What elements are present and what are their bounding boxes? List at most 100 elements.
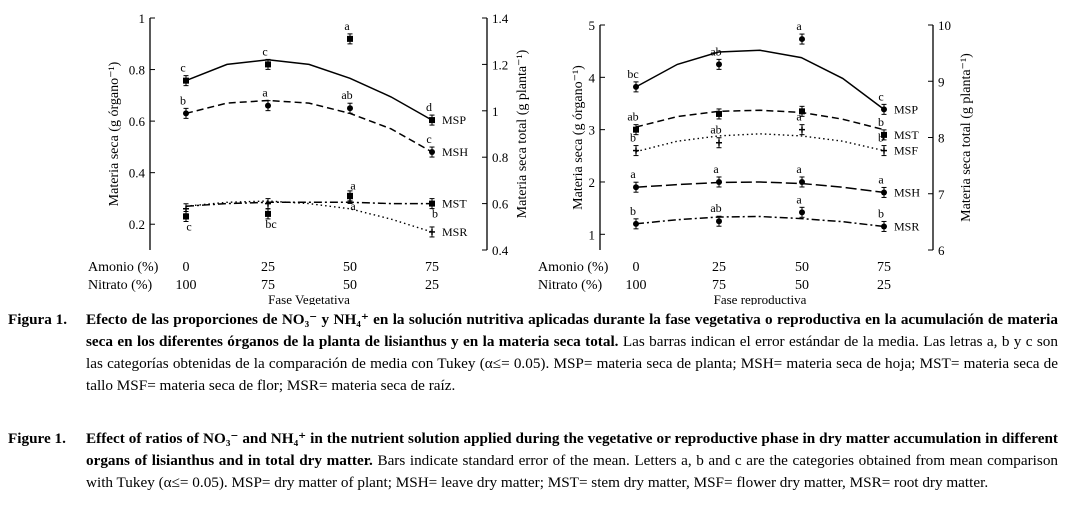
p2-right-tick-label: 10 (938, 18, 951, 33)
p2-right-tick-label: 6 (938, 243, 945, 258)
p1-right-tick-label: 0.4 (492, 243, 509, 258)
figure: 0.2 0.4 0.6 0.8 1 0.4 0.6 0.8 1 1.2 1.4 Materia sec… (88, 11, 974, 305)
p1-right-tick-label: 0.6 (492, 197, 509, 212)
p1-amonio-tick: 50 (343, 260, 357, 275)
p1-nitrato-tick: 100 (176, 278, 197, 293)
p1-left-tick-label: 0.6 (129, 114, 146, 129)
p1-ylabel-right: Materia seca total (g planta⁻¹) (515, 49, 530, 218)
p2-tukey-letter: b (630, 204, 636, 218)
p2-tukey-letter: ab (710, 44, 721, 58)
p2-nitrato-tick: 25 (877, 278, 891, 293)
p1-fit-line-msh (185, 99, 433, 153)
p2-marker-msr (633, 220, 639, 227)
p1-tukey-letter: b (180, 93, 186, 107)
p1-left-tick-label: 0.4 (129, 166, 146, 181)
p1-tukey-letter: a (262, 86, 268, 100)
p2-series-label-msh: MSH (894, 185, 920, 199)
p2-ylabel-left: Materia seca (g órgano⁻¹) (571, 65, 586, 210)
caption-spanish: Figura 1. Efecto de las proporciones de … (8, 309, 1058, 397)
p2-tukey-letter: ab (710, 123, 721, 137)
p1-xlabel: Fase Vegetativa (268, 292, 350, 305)
p2-left-tick-label: 5 (589, 18, 596, 33)
p1-right-tick-label: 1.4 (492, 11, 509, 26)
p2-tukey-letter: b (878, 131, 884, 145)
p2-nitrato-tick: 50 (795, 278, 809, 293)
p2-tukey-letter: a (878, 172, 884, 186)
p1-marker-mst (183, 213, 189, 220)
p1-marker-msh (265, 102, 271, 109)
p1-left-tick-label: 0.8 (129, 63, 145, 78)
p1-amonio-tick: 0 (183, 260, 190, 275)
p2-tukey-letter: c (878, 89, 883, 103)
p2-fit-line-msp (635, 49, 885, 110)
p2-marker-msh (633, 184, 639, 191)
p2-nitrato-tick: 100 (626, 278, 647, 293)
p2-marker-msh (716, 178, 722, 185)
p2-tukey-letter: a (796, 110, 802, 124)
p2-amonio-tick: 50 (795, 260, 809, 275)
caption-en-text: Bars indicate standard error of the mean… (86, 452, 1059, 491)
p2-amonio-tick: 0 (633, 260, 640, 275)
p1-marker-msh (183, 110, 189, 117)
p1-marker-msh (429, 149, 435, 156)
p1-series-label-msh: MSH (442, 145, 468, 159)
p2-marker-msp (881, 106, 887, 113)
p2-amonio-tick: 25 (712, 260, 726, 275)
p1-marker-msp (265, 61, 271, 68)
p1-amonio-tick: 75 (425, 260, 439, 275)
p1-amonio-tick: 25 (261, 260, 275, 275)
p2-left-tick-label: 3 (589, 123, 596, 138)
p2-nitrato-tick: 75 (712, 278, 726, 293)
p1-right-tick-label: 1.2 (492, 57, 508, 72)
p2-amonio-label: Amonio (%) (538, 260, 609, 275)
p2-marker-mst (633, 126, 639, 133)
p2-tukey-letter: b (878, 206, 884, 220)
p2-marker-msh (881, 189, 887, 196)
p2-tukey-letter: b (630, 131, 636, 145)
p1-marker-msp (429, 117, 435, 124)
p2-left-tick-label: 2 (589, 175, 596, 190)
p1-amonio-label: Amonio (%) (88, 260, 159, 275)
caption-es-label: Figura 1. (8, 311, 68, 328)
p2-tukey-letter: bc (627, 67, 638, 81)
p2-xlabel: Fase reproductiva (714, 292, 807, 305)
p2-amonio-tick: 75 (877, 260, 891, 275)
p1-tukey-letter: ab (341, 88, 352, 102)
p2-marker-msp (716, 61, 722, 68)
p2-marker-msp (799, 36, 805, 43)
p1-fit-line-msp (185, 59, 433, 121)
p1-series-label-msp: MSP (442, 113, 466, 127)
p1-series-label-msr: MSR (442, 225, 467, 239)
p1-tukey-letter: c (426, 132, 431, 146)
p2-fit-line-mst (635, 109, 885, 131)
p2-left-tick-label: 4 (589, 70, 596, 85)
p1-fit-line-msr (185, 200, 433, 233)
p1-marker-msp (347, 35, 353, 42)
p2-marker-msp (633, 83, 639, 90)
p2-tukey-letter: a (630, 167, 636, 181)
p1-marker-mst (429, 200, 435, 207)
p2-tukey-letter: a (796, 19, 802, 33)
caption-en-label: Figure 1. (8, 430, 66, 447)
p2-marker-msr (881, 223, 887, 230)
p1-marker-msp (183, 77, 189, 84)
p2-right-tick-label: 8 (938, 131, 945, 146)
p1-series-label-mst: MST (442, 197, 467, 211)
p2-ylabel-right: Materia seca total (g planta⁻¹) (959, 53, 974, 222)
p1-tukey-letter: d (426, 100, 432, 114)
p2-tukey-letter: ab (710, 201, 721, 215)
p1-nitrato-tick: 50 (343, 278, 357, 293)
p1-tukey-letter: c (180, 61, 185, 75)
p1-fit-line-mst (185, 201, 432, 207)
p2-tukey-letter: a (796, 162, 802, 176)
p1-left-tick-label: 0.2 (129, 217, 145, 232)
p2-nitrato-label: Nitrato (%) (538, 278, 602, 293)
p1-marker-mst (265, 210, 271, 217)
p1-nitrato-tick: 25 (425, 278, 439, 293)
p2-tukey-letter: ab (627, 110, 638, 124)
p2-fit-line-msr (635, 215, 885, 228)
p1-tukey-letter: a (350, 199, 356, 213)
p2-fit-line-msh (635, 181, 885, 194)
caption-en-bold: Effect of ratios of NO₃⁻ and NH₄⁺ in the… (86, 430, 1058, 469)
p2-series-label-mst: MST (894, 128, 919, 142)
